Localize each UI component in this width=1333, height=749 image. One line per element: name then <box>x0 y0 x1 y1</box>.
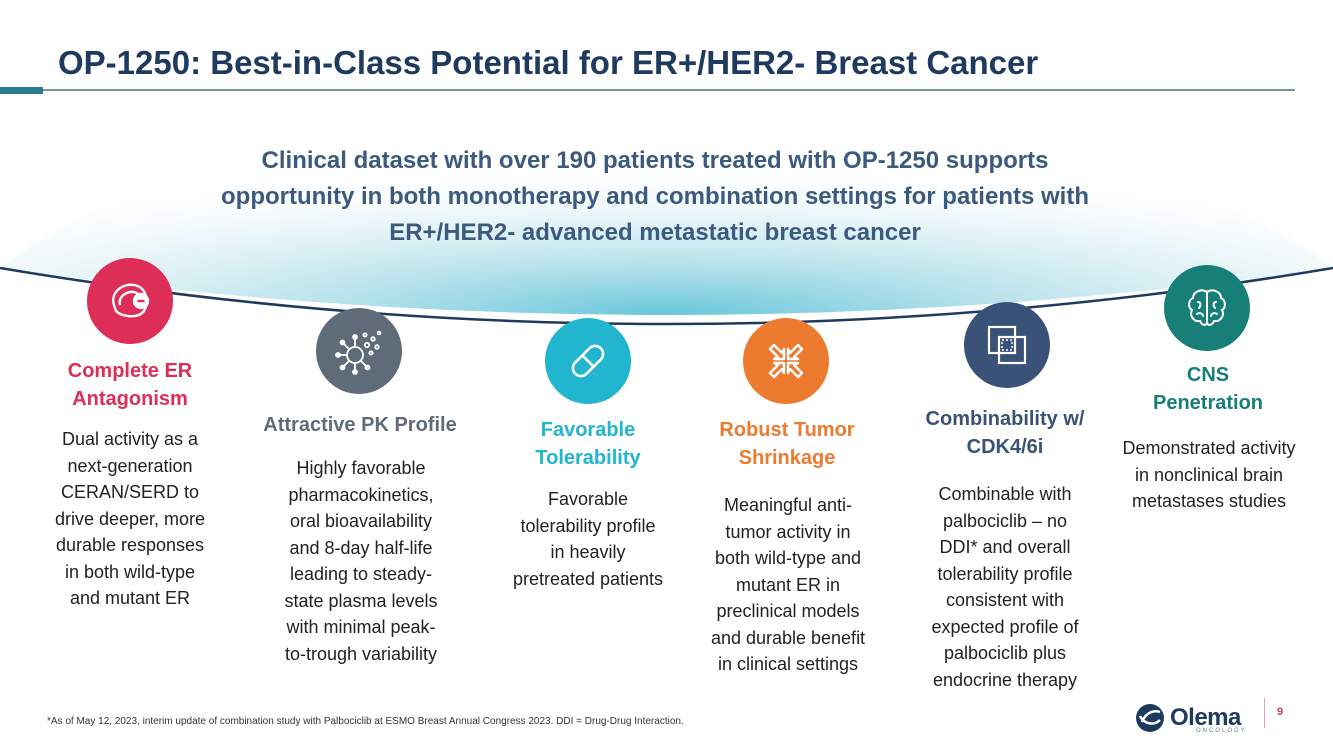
feature-description-tumor-shrinkage: Meaningful anti-tumor activity in both wi… <box>710 495 866 674</box>
feature-title-combinability: Combinability w/ CDK4/6i <box>925 408 1085 458</box>
headline-line: ER+/HER2- advanced metastatic breast can… <box>389 219 921 246</box>
page-number-divider <box>1264 698 1265 728</box>
title-divider <box>0 89 1295 91</box>
logo-name: Olema <box>1170 704 1241 731</box>
headline-line: opportunity in both monotherapy and comb… <box>221 183 1089 210</box>
headline: Clinical dataset with over 190 patients … <box>150 143 1160 251</box>
shrink-arrows-icon <box>743 318 829 404</box>
feature-title-er-antagonism: Complete ER Antagonism <box>67 360 193 410</box>
footnote: *As of May 12, 2023, interim update of c… <box>47 716 684 727</box>
headline-line: Clinical dataset with over 190 patients … <box>261 147 1049 174</box>
feature-description-pk-profile: Highly favorable pharmacokinetics, oral bi… <box>284 458 438 664</box>
combination-squares-icon <box>964 302 1050 388</box>
feature-title-tumor-shrinkage: Robust Tumor Shrinkage <box>719 419 855 469</box>
logo-subtitle: ONCOLOGY <box>1196 728 1247 734</box>
brain-icon <box>1164 265 1250 351</box>
feature-description-tolerability: Favorable tolerability profile in heavily… <box>512 489 664 589</box>
olema-logo-icon <box>1136 704 1164 732</box>
slide-title: OP-1250: Best-in-Class Potential for ER+… <box>58 44 1039 81</box>
pill-icon <box>545 318 631 404</box>
feature-description-cns: Demonstrated activity in nonclinical brai… <box>1122 438 1296 511</box>
title-divider-accent <box>0 87 43 94</box>
molecule-icon <box>316 308 402 394</box>
feature-description-combinability: Combinable with palbociclib – no DDI* and … <box>931 484 1079 690</box>
feature-title-cns: CNS Penetration <box>1152 364 1264 414</box>
page-number: 9 <box>1277 706 1284 718</box>
feature-title-pk-profile: Attractive PK Profile <box>263 414 457 436</box>
olema-logo: Olema <box>1134 700 1244 736</box>
er-antagonist-icon <box>87 258 173 344</box>
feature-description-er-antagonism: Dual activity as a next-generation CERAN/S… <box>54 429 206 608</box>
feature-title-tolerability: Favorable Tolerability <box>535 419 641 469</box>
